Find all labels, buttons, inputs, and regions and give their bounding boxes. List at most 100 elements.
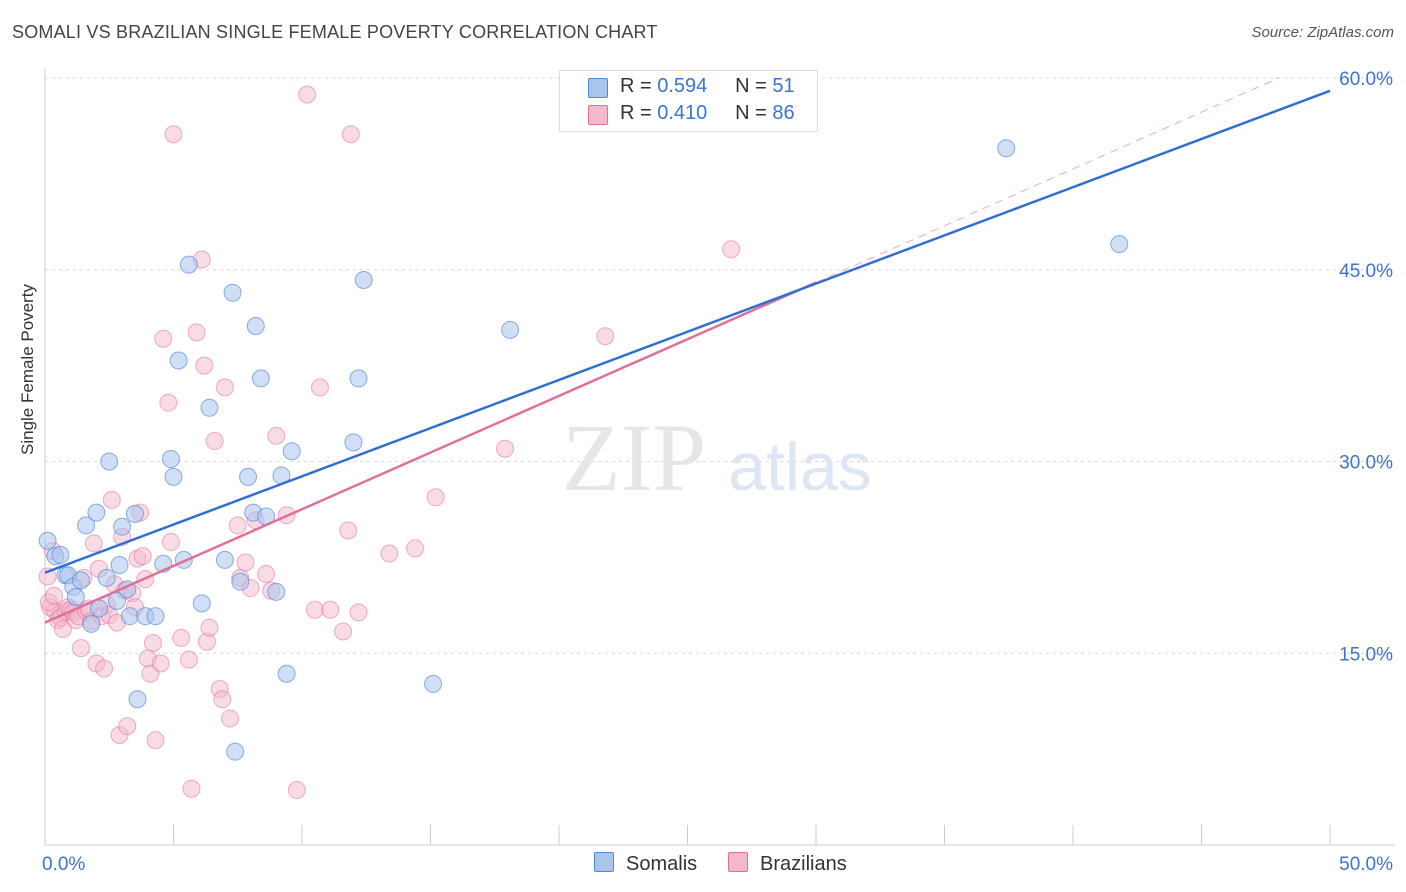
somali-point: [277, 664, 296, 683]
somali-point: [223, 283, 242, 302]
legend-brazilian-r-label: R =: [620, 102, 652, 124]
brazilian-point: [95, 659, 114, 678]
brazilian-point: [257, 564, 276, 583]
somali-point: [349, 369, 368, 388]
brazilian-point: [287, 781, 306, 800]
somali-point: [215, 550, 234, 569]
axes: [44, 68, 1395, 846]
somali-points: [38, 139, 1129, 761]
brazilian-point: [305, 600, 324, 619]
brazilian-point: [596, 327, 615, 346]
somali-point: [424, 674, 443, 693]
brazilian-point: [182, 779, 201, 798]
somali-point: [66, 588, 85, 607]
bottom-legend-label-brazilian: Brazilians: [760, 853, 847, 875]
y-tick-label: 15.0%: [1339, 644, 1393, 665]
brazilian-point: [118, 717, 137, 736]
brazilian-point: [236, 553, 255, 572]
somali-point: [51, 545, 70, 564]
legend-text-somali: R = 0.594 N = 51: [620, 75, 795, 98]
brazilian-point: [380, 544, 399, 563]
somali-point: [179, 255, 198, 274]
correlation-legend: R = 0.594 N = 51 R = 0.410 N = 86: [559, 70, 818, 132]
brazilian-point: [205, 432, 224, 451]
somali-point: [113, 517, 132, 536]
somali-point: [226, 742, 245, 761]
bottom-legend-swatch-brazilian: [728, 852, 748, 872]
bottom-legend-brazilian: Brazilians: [728, 852, 847, 876]
brazilian-point: [161, 533, 180, 552]
brazilian-point: [406, 539, 425, 558]
somali-point: [82, 614, 101, 633]
somali-point: [246, 316, 265, 335]
brazilian-point: [38, 567, 57, 586]
somali-point: [231, 572, 250, 591]
somali-trend-line: [44, 89, 1331, 574]
brazilian-point: [133, 547, 152, 566]
somali-point: [97, 568, 116, 587]
brazilian-point: [426, 488, 445, 507]
somali-point: [71, 571, 90, 590]
bottom-legend-somali: Somalis: [594, 852, 697, 876]
chart-source: Source: ZipAtlas.com: [1251, 24, 1394, 41]
somali-point: [501, 320, 520, 339]
somali-point: [200, 398, 219, 417]
y-axis-label: Single Female Poverty: [18, 283, 37, 455]
brazilian-point: [321, 600, 340, 619]
brazilian-point: [310, 378, 329, 397]
somali-point: [344, 433, 363, 452]
somali-point: [110, 556, 129, 575]
legend-text-brazilian: R = 0.410 N = 86: [620, 102, 795, 125]
brazilian-point: [102, 490, 121, 509]
tick-labels: 15.0% 30.0% 45.0% 60.0% 0.0% 50.0%: [42, 69, 1393, 875]
legend-brazilian-n-label: N =: [735, 102, 767, 124]
legend-swatch-brazilian: [588, 105, 608, 125]
brazilian-point: [221, 709, 240, 728]
brazilian-trend-line: [44, 281, 817, 624]
brazilian-point: [154, 329, 173, 348]
brazilian-point: [172, 628, 191, 647]
brazilian-point: [349, 603, 368, 622]
somali-point: [997, 139, 1016, 158]
legend-brazilian-r-value: 0.410: [657, 102, 708, 124]
somali-point: [164, 467, 183, 486]
somali-point: [192, 594, 211, 613]
somali-point: [87, 503, 106, 522]
somali-point: [1110, 235, 1129, 254]
watermark-atlas: atlas: [728, 429, 872, 505]
y-tick-label: 45.0%: [1339, 261, 1393, 282]
brazilian-point: [213, 690, 232, 709]
legend-brazilian-n-value: 86: [772, 102, 795, 124]
legend-somali-n-label: N =: [735, 75, 767, 97]
legend-somali-n-value: 51: [772, 75, 795, 97]
brazilian-point: [200, 618, 219, 637]
somali-point: [120, 607, 139, 626]
brazilian-point: [143, 634, 162, 653]
somali-point: [77, 516, 96, 535]
brazilian-point: [334, 622, 353, 641]
watermark-zip: ZIP: [562, 404, 706, 511]
brazilian-point: [267, 426, 286, 445]
brazilian-trend-extension: [815, 77, 1279, 283]
brazilian-point: [71, 639, 90, 658]
brazilian-point: [151, 654, 170, 673]
brazilian-point: [339, 521, 358, 540]
somali-point: [267, 582, 286, 601]
somali-point: [239, 467, 258, 486]
x-tick-label-max: 50.0%: [1339, 854, 1393, 875]
brazilian-point: [84, 534, 103, 553]
brazilian-point: [53, 619, 72, 638]
y-tick-label: 30.0%: [1339, 453, 1393, 474]
legend-swatch-somali: [588, 78, 608, 98]
brazilian-point: [187, 323, 206, 342]
legend-somali-r-value: 0.594: [657, 75, 708, 97]
somali-point: [38, 531, 57, 550]
y-tick-label: 60.0%: [1339, 69, 1393, 90]
bottom-legend-swatch-somali: [594, 852, 614, 872]
somali-point: [146, 607, 165, 626]
brazilian-point: [179, 650, 198, 669]
brazilian-point: [164, 125, 183, 144]
brazilian-point: [722, 240, 741, 259]
bottom-legend-label-somali: Somalis: [626, 853, 698, 875]
